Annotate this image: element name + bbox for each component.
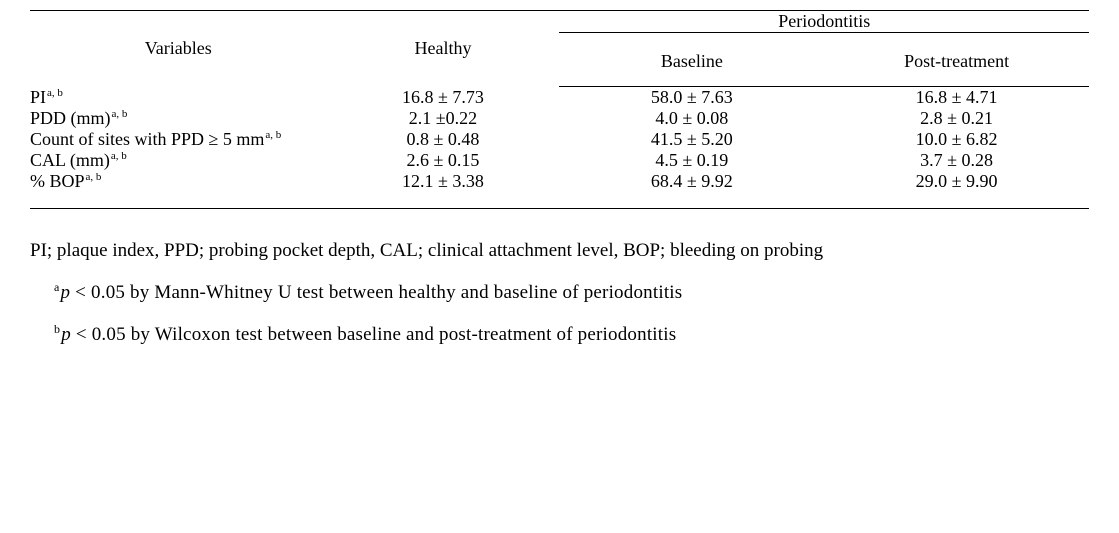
cell-post: 10.0 ± 6.82	[824, 129, 1089, 150]
p-symbol: p	[61, 324, 71, 345]
cell-post: 29.0 ± 9.90	[824, 171, 1089, 209]
footnote-b-text: < 0.05 by Wilcoxon test between baseline…	[71, 324, 676, 345]
table-row: PIa, b 16.8 ± 7.73 58.0 ± 7.63 16.8 ± 4.…	[30, 87, 1089, 109]
col-group-periodontitis: Periodontitis	[559, 11, 1089, 33]
cell-baseline: 58.0 ± 7.63	[559, 87, 824, 109]
cell-baseline: 4.5 ± 0.19	[559, 150, 824, 171]
row-label: PIa, b	[30, 87, 327, 109]
sup-marker: a, b	[110, 150, 127, 162]
cell-baseline: 41.5 ± 5.20	[559, 129, 824, 150]
cell-baseline: 4.0 ± 0.08	[559, 108, 824, 129]
col-header-healthy: Healthy	[327, 11, 560, 87]
cell-healthy: 16.8 ± 7.73	[327, 87, 560, 109]
row-label: CAL (mm)a, b	[30, 150, 327, 171]
col-header-baseline: Baseline	[559, 33, 824, 87]
row-label: Count of sites with PPD ≥ 5 mma, b	[30, 129, 327, 150]
cell-post: 3.7 ± 0.28	[824, 150, 1089, 171]
col-header-variables: Variables	[30, 11, 327, 87]
footnote-a: ap < 0.05 by Mann-Whitney U test between…	[30, 275, 1089, 311]
row-label: % BOPa, b	[30, 171, 327, 209]
cell-post: 16.8 ± 4.71	[824, 87, 1089, 109]
sup-marker: a, b	[111, 108, 128, 120]
sup-marker: a, b	[46, 87, 63, 99]
clinical-parameters-table: Variables Healthy Periodontitis Baseline…	[30, 10, 1089, 209]
table-row: Count of sites with PPD ≥ 5 mma, b 0.8 ±…	[30, 129, 1089, 150]
cell-healthy: 2.6 ± 0.15	[327, 150, 560, 171]
footnote-a-text: < 0.05 by Mann-Whitney U test between he…	[70, 282, 682, 303]
cell-post: 2.8 ± 0.21	[824, 108, 1089, 129]
sup-marker: a, b	[264, 129, 281, 141]
cell-healthy: 0.8 ± 0.48	[327, 129, 560, 150]
cell-healthy: 2.1 ±0.22	[327, 108, 560, 129]
table-row: % BOPa, b 12.1 ± 3.38 68.4 ± 9.92 29.0 ±…	[30, 171, 1089, 209]
row-label: PDD (mm)a, b	[30, 108, 327, 129]
footnote-b: bp < 0.05 by Wilcoxon test between basel…	[30, 317, 1089, 353]
table-row: CAL (mm)a, b 2.6 ± 0.15 4.5 ± 0.19 3.7 ±…	[30, 150, 1089, 171]
abbreviations-caption: PI; plaque index, PPD; probing pocket de…	[30, 233, 1089, 269]
cell-baseline: 68.4 ± 9.92	[559, 171, 824, 209]
sup-marker: a, b	[85, 171, 102, 183]
table-row: PDD (mm)a, b 2.1 ±0.22 4.0 ± 0.08 2.8 ± …	[30, 108, 1089, 129]
col-header-post: Post-treatment	[824, 33, 1089, 87]
cell-healthy: 12.1 ± 3.38	[327, 171, 560, 209]
p-symbol: p	[61, 282, 71, 303]
